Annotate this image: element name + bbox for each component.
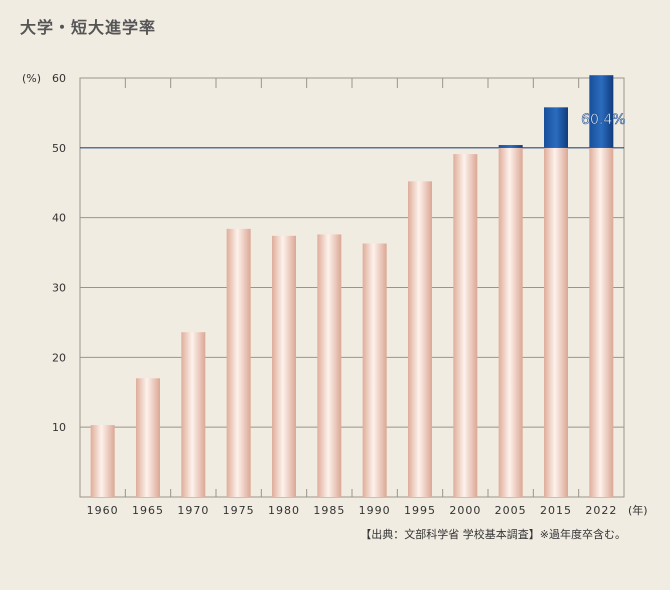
x-tick-label: 1995 [404, 504, 436, 517]
x-tick-label: 1965 [132, 504, 164, 517]
bar-1960 [90, 425, 115, 497]
x-tick-label: 1970 [177, 504, 209, 517]
annotation-label: 60.4% [581, 112, 625, 128]
x-unit-label: (年) [628, 503, 648, 517]
bar-1980 [272, 235, 296, 497]
bar-2000 [453, 154, 478, 497]
x-tick-label: 1980 [268, 504, 300, 517]
y-tick-label: 40 [52, 212, 66, 225]
x-tick-label: 2015 [540, 504, 572, 517]
x-tick-label: 2022 [585, 504, 617, 517]
y-unit-label: (%) [22, 72, 41, 85]
y-tick-label: 20 [52, 351, 66, 364]
chart-title: 大学・短大進学率 [20, 18, 157, 37]
y-tick-label: 10 [52, 421, 66, 434]
x-tick-label: 1960 [87, 504, 119, 517]
x-tick-label: 2000 [449, 504, 481, 517]
bar-2022 [589, 147, 614, 498]
y-tick-label: 30 [52, 282, 66, 295]
bar-above-50-2015 [544, 107, 568, 148]
bar-above-50-2022 [589, 75, 614, 148]
x-tick-label: 2005 [495, 504, 527, 517]
bar-2005 [498, 147, 523, 498]
source-note: 【出典：文部科学省 学校基本調査】※過年度卒含む。 [360, 528, 626, 541]
x-tick-label: 1990 [359, 504, 391, 517]
bar-2015 [544, 147, 568, 498]
y-tick-label: 50 [52, 142, 66, 155]
bar-1975 [226, 228, 251, 497]
x-tick-label: 1975 [223, 504, 255, 517]
bar-1965 [136, 378, 160, 497]
y-tick-label: 60 [52, 72, 66, 85]
x-tick-label: 1985 [313, 504, 345, 517]
bar-1985 [317, 234, 342, 497]
bar-1995 [408, 181, 432, 497]
bar-1970 [181, 332, 206, 497]
bar-1990 [362, 243, 387, 497]
bar-above-50-2005 [498, 145, 523, 148]
